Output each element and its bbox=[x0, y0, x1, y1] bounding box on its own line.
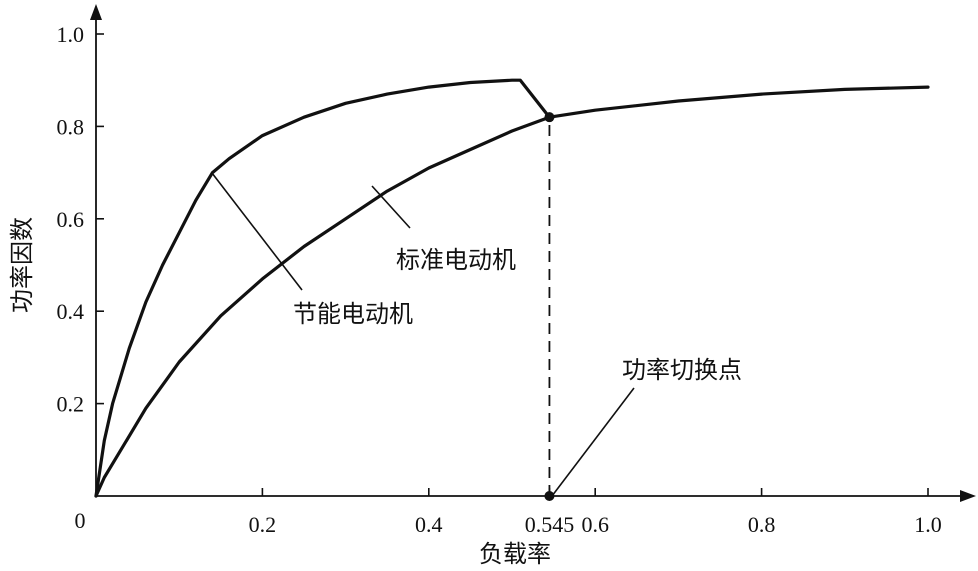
y-ticks: 0.2 0.4 0.6 0.8 1.0 bbox=[57, 22, 104, 417]
x-tick-label: 0.6 bbox=[581, 512, 609, 537]
leader-line-standard-motor bbox=[371, 185, 411, 229]
x-axis-title: 负载率 bbox=[479, 540, 551, 568]
annotation-standard-motor: 标准电动机 bbox=[396, 246, 516, 274]
standard-motor-curve bbox=[94, 85, 930, 498]
series-layer bbox=[94, 78, 930, 498]
y-tick-label: 0.6 bbox=[57, 207, 85, 232]
origin-label: 0 bbox=[75, 508, 86, 533]
x-tick-label: 0.2 bbox=[249, 512, 277, 537]
y-tick-label: 1.0 bbox=[57, 22, 85, 47]
switch-point-marker bbox=[544, 112, 555, 123]
x-tick-label: 0.545 bbox=[525, 512, 575, 537]
leader-line-switch-point bbox=[551, 387, 635, 497]
x-tick-label: 1.0 bbox=[914, 512, 942, 537]
y-axis-title: 功率因数 bbox=[8, 217, 36, 313]
axes bbox=[90, 4, 976, 502]
energy-saving-motor-curve bbox=[94, 78, 551, 498]
y-tick-label: 0.2 bbox=[57, 392, 85, 417]
x-tick-label: 0.8 bbox=[748, 512, 776, 537]
y-axis-arrow bbox=[90, 4, 102, 20]
x-tick-label: 0.4 bbox=[415, 512, 443, 537]
y-tick-label: 0.8 bbox=[57, 114, 85, 139]
annotation-energy-saving-motor: 节能电动机 bbox=[293, 300, 413, 328]
switch-point-marker bbox=[544, 491, 555, 501]
x-axis-arrow bbox=[960, 490, 976, 502]
annotation-switch-point: 功率切换点 bbox=[622, 356, 742, 384]
annotation-layer: 节能电动机 标准电动机 功率切换点 bbox=[211, 172, 742, 497]
y-tick-label: 0.4 bbox=[57, 299, 85, 324]
marker-layer bbox=[544, 112, 555, 501]
x-ticks: 0.2 0.4 0.545 0.6 0.8 1.0 bbox=[249, 488, 942, 537]
leader-line-energy-saving-motor bbox=[211, 172, 303, 291]
